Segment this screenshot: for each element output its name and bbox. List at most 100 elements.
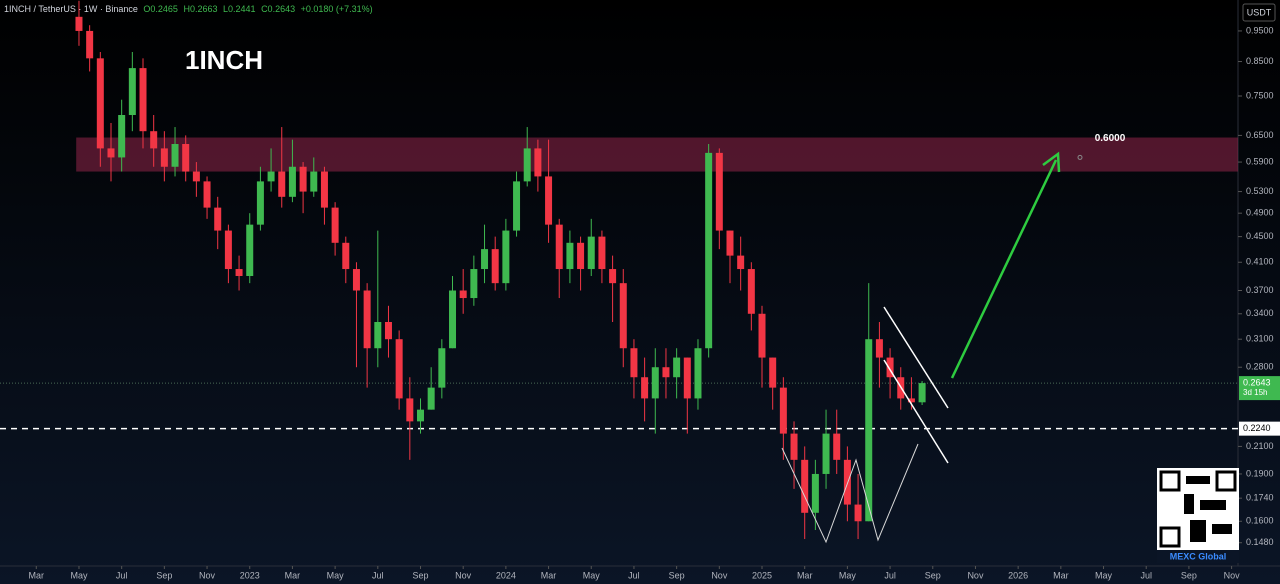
candle-body [566,242,574,270]
candle-body [651,367,659,399]
candle-body [811,473,819,513]
candle-body [577,242,585,270]
x-tick-label: Jul [628,570,640,580]
last-price-label: 0.2643 [1243,377,1271,387]
candle-body [790,433,798,460]
candle-body [192,171,200,182]
x-tick-label: Nov [711,570,728,580]
candle-body [299,166,307,192]
x-tick-label: Sep [1181,570,1197,580]
candle-body [459,290,467,299]
x-tick-label: Mar [1053,570,1069,580]
candle-body [801,459,809,513]
candle-body [406,398,414,422]
candle-body [384,321,392,340]
x-tick-label: May [327,570,345,580]
x-tick-label: May [839,570,857,580]
qr-module [1184,494,1194,514]
candle-body [320,171,328,208]
candle-body [534,148,542,177]
candle-body [555,224,563,270]
y-tick-label: 0.1480 [1246,537,1274,547]
candle-body [224,230,232,270]
candle-body [352,269,360,291]
candle-body [769,357,777,388]
x-tick-label: Mar [285,570,301,580]
target-arrow-head [1042,151,1061,173]
candle-body [641,377,649,399]
open-label: O0.2465 [143,4,178,14]
y-tick-label: 0.2800 [1246,362,1274,372]
candle-body [310,171,318,192]
target-point [1077,154,1083,160]
candle-body [96,58,104,149]
candle-body [438,348,446,388]
low-label: L0.2441 [223,4,256,14]
candle-body [427,387,435,410]
candle-body [256,181,264,225]
candle-body [449,290,457,349]
legend-header: 1INCH / TetherUS · 1W · Binance O0.2465 … [4,4,373,14]
x-tick-label: 2024 [496,570,516,580]
candle-body [139,68,147,132]
y-tick-label: 0.4900 [1246,208,1274,218]
candle-body [737,255,745,270]
candle-body [683,357,691,399]
candle-body [523,148,531,182]
x-tick-label: 2025 [752,570,772,580]
candle-body [779,387,787,434]
candle-body [118,114,126,158]
candle-body [86,30,94,59]
y-tick-label: 0.8500 [1246,56,1274,66]
x-tick-label: Sep [669,570,685,580]
candle-body [662,367,670,378]
y-tick-label: 0.3700 [1246,285,1274,295]
y-tick-label: 0.4100 [1246,257,1274,267]
x-tick-label: Jul [1140,570,1152,580]
x-tick-label: Nov [1224,570,1241,580]
symbol-watermark: 1INCH [185,45,263,75]
candle-body [907,398,915,403]
candle-body [747,269,755,314]
candle-body [545,176,553,225]
watermark-label: MEXC Global [1170,551,1227,561]
candle-body [609,269,617,284]
x-tick-label: Jul [884,570,896,580]
x-tick-label: Nov [455,570,472,580]
y-tick-label: 0.5300 [1246,186,1274,196]
qr-finder [1215,470,1237,492]
qr-finder [1159,526,1181,548]
y-tick-label: 0.1600 [1246,516,1274,526]
qr-finder [1159,470,1181,492]
x-tick-label: May [70,570,88,580]
candle-body [470,269,478,299]
candle-body [726,230,734,256]
candle-body [918,383,926,403]
qr-module [1212,524,1232,534]
candle-body [235,269,243,277]
candle-body [128,68,136,115]
support-price-box [1239,421,1280,436]
x-tick-label: May [583,570,601,580]
x-tick-label: Sep [925,570,941,580]
candle-body [267,171,275,182]
channel-line [883,359,949,464]
candle-body [395,339,403,399]
x-tick-label: Jul [372,570,384,580]
x-tick-label: Nov [967,570,984,580]
x-tick-label: Sep [156,570,172,580]
y-tick-label: 0.6500 [1246,130,1274,140]
badge-strip [1157,550,1239,563]
x-tick-label: Sep [412,570,428,580]
x-tick-label: 2023 [240,570,260,580]
qr-module [1190,520,1206,542]
candle-body [598,236,606,270]
candle-body [705,152,713,349]
candle-body [363,290,371,349]
channel-line [883,306,949,409]
y-tick-label: 0.1740 [1246,493,1274,503]
candle-body [875,339,883,358]
